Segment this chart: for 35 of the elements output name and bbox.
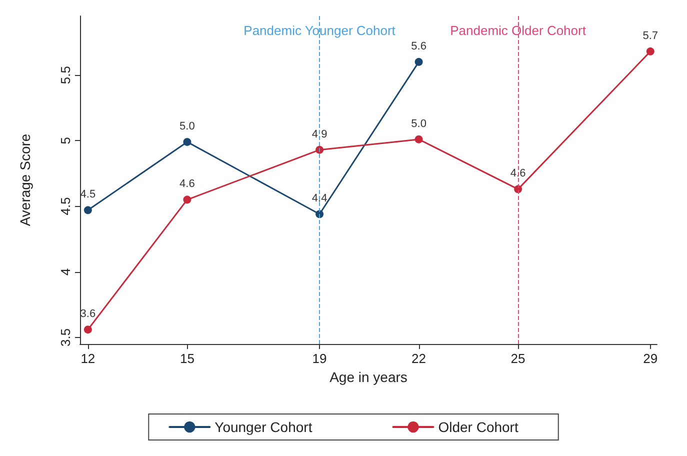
x-tick-label: 22 bbox=[412, 351, 426, 366]
x-tick-label: 19 bbox=[312, 351, 327, 366]
point bbox=[316, 146, 324, 154]
data-label: 4.6 bbox=[180, 178, 195, 190]
legend-label: Older Cohort bbox=[438, 419, 518, 435]
point bbox=[84, 206, 92, 214]
point bbox=[84, 326, 92, 334]
data-label: 4.4 bbox=[312, 192, 328, 205]
legend-label: Younger Cohort bbox=[214, 419, 312, 435]
data-label: 5.0 bbox=[180, 120, 195, 132]
point bbox=[414, 135, 423, 144]
ref-line-label: Pandemic Older Cohort bbox=[450, 23, 586, 38]
point bbox=[414, 58, 423, 66]
data-label: 3.6 bbox=[80, 308, 96, 320]
x-tick-label: 12 bbox=[80, 351, 96, 366]
data-label: 4.6 bbox=[510, 168, 526, 180]
data-label: 5.0 bbox=[411, 118, 426, 130]
x-tick-label: 29 bbox=[643, 351, 658, 366]
y-tick-label: 3.5 bbox=[58, 328, 73, 346]
y-tick-label: 5 bbox=[58, 137, 73, 144]
data-label: 5.6 bbox=[411, 40, 426, 52]
point bbox=[183, 138, 192, 146]
y-tick-label: 4.5 bbox=[58, 197, 73, 216]
data-label: 4.5 bbox=[80, 188, 96, 201]
point bbox=[646, 47, 654, 56]
data-label: 5.7 bbox=[642, 30, 658, 42]
y-axis-title: Average Score bbox=[17, 134, 33, 226]
y-tick-label: 5.5 bbox=[58, 66, 73, 84]
data-label: 4.9 bbox=[312, 128, 328, 140]
x-tick-label: 25 bbox=[510, 351, 526, 366]
x-tick-label: 15 bbox=[180, 351, 194, 366]
y-tick-label: 4 bbox=[58, 268, 73, 276]
x-axis-title: Age in years bbox=[330, 368, 408, 385]
ref-line-label: Pandemic Younger Cohort bbox=[244, 23, 396, 38]
point bbox=[183, 196, 192, 204]
